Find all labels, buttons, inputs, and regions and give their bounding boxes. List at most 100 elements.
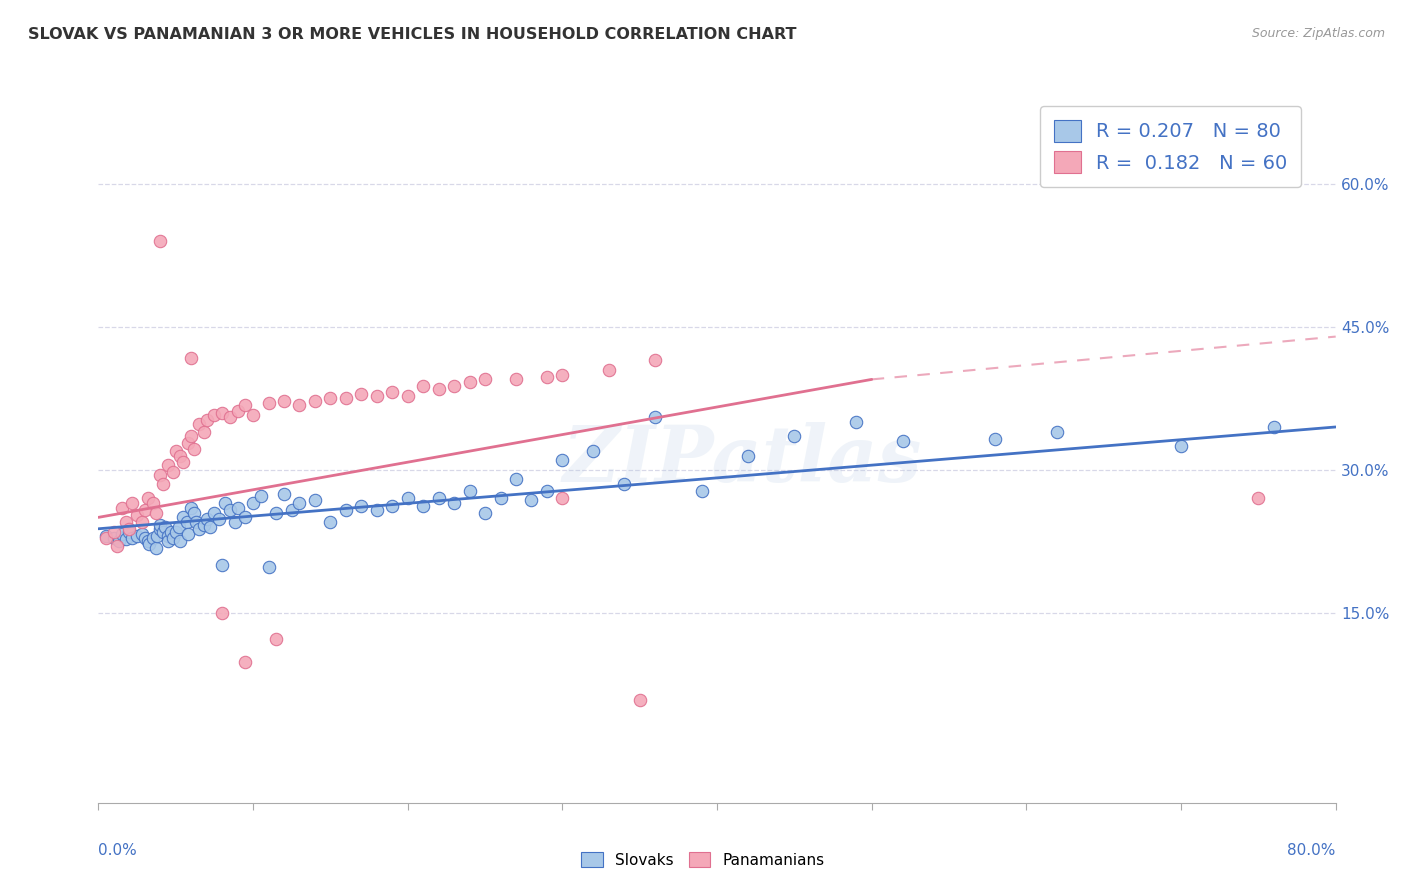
Point [366,388,388,402]
Point [118,524,141,539]
Point [235,398,257,412]
Point [127,529,149,543]
Point [193,425,215,439]
Point [157,458,180,472]
Point [319,515,342,529]
Point [551,491,574,506]
Point [211,606,233,620]
Point [427,491,450,506]
Point [162,531,184,545]
Point [319,392,342,406]
Text: 80.0%: 80.0% [1288,843,1336,858]
Point [134,502,156,516]
Point [381,499,404,513]
Point [165,443,187,458]
Point [111,500,134,515]
Point [396,491,419,506]
Point [412,499,434,513]
Point [131,515,153,529]
Text: ZIPatlas: ZIPatlas [562,422,921,499]
Point [121,496,143,510]
Point [149,522,172,536]
Point [427,382,450,396]
Point [115,515,138,529]
Point [304,394,326,409]
Point [180,500,202,515]
Point [153,520,176,534]
Point [204,408,226,422]
Point [211,406,233,420]
Point [173,455,195,469]
Point [136,534,159,549]
Point [211,558,233,572]
Point [273,486,295,500]
Text: 0.0%: 0.0% [98,843,138,858]
Point [219,502,242,516]
Point [1247,491,1270,506]
Point [149,467,172,482]
Point [281,502,304,516]
Point [505,472,527,486]
Point [226,500,249,515]
Point [138,537,160,551]
Point [145,541,167,555]
Point [107,534,129,549]
Point [193,518,215,533]
Point [1170,439,1192,453]
Point [198,520,221,534]
Point [536,483,558,498]
Point [520,493,543,508]
Point [121,531,143,545]
Point [145,506,167,520]
Point [505,372,527,386]
Point [165,524,187,539]
Point [149,235,172,249]
Point [149,518,172,533]
Point [111,527,134,541]
Point [127,508,149,523]
Point [142,531,165,545]
Point [474,506,496,520]
Point [489,491,512,506]
Point [458,483,481,498]
Point [288,496,311,510]
Point [304,493,326,508]
Point [183,506,205,520]
Point [266,506,288,520]
Point [984,433,1007,447]
Point [845,415,868,429]
Point [146,529,169,543]
Point [176,515,198,529]
Point [257,396,280,410]
Point [1046,425,1069,439]
Point [160,524,183,539]
Point [891,434,914,449]
Point [242,496,264,510]
Point [103,524,125,539]
Point [474,372,496,386]
Point [257,559,280,574]
Point [242,408,264,422]
Point [737,449,759,463]
Point [381,384,404,399]
Point [195,512,218,526]
Point [551,453,574,467]
Point [177,527,200,541]
Point [96,529,118,543]
Point [250,490,273,504]
Point [1263,420,1285,434]
Point [180,429,202,443]
Point [173,510,195,524]
Legend: Slovaks, Panamanians: Slovaks, Panamanians [574,844,832,875]
Point [443,379,465,393]
Point [551,368,574,382]
Point [690,483,713,498]
Point [188,522,211,536]
Point [628,693,651,707]
Point [195,413,218,427]
Point [412,379,434,393]
Point [152,477,174,491]
Point [136,491,159,506]
Point [157,529,180,543]
Point [142,496,165,510]
